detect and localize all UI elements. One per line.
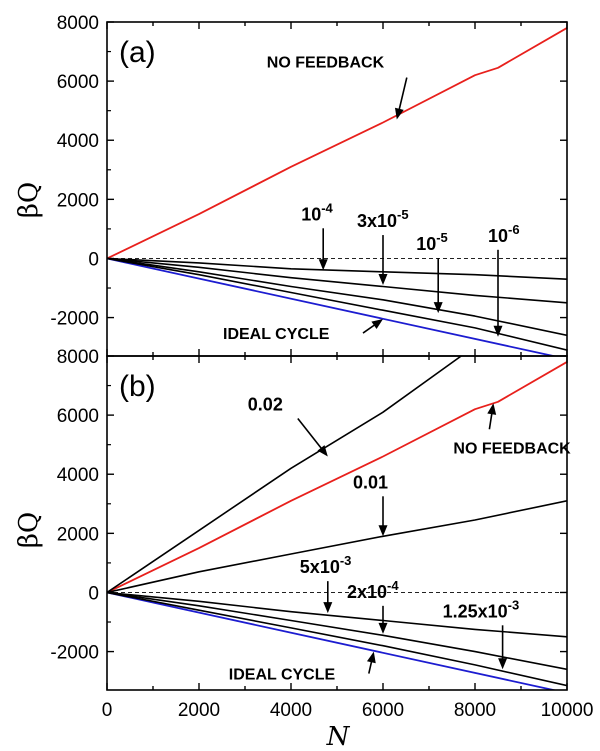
series-line-10-5 <box>107 257 567 337</box>
annotation-arrowhead <box>366 651 376 664</box>
x-tick-label: 0 <box>102 700 113 721</box>
annotation-arrowhead <box>394 107 404 120</box>
annotation-arrowhead <box>498 658 508 670</box>
y-tick-label: 2000 <box>57 524 99 545</box>
panel-b: 8000 6000 4000 2000 0 -2000 0 2000 4000 6000 8000 1… <box>50 347 593 721</box>
y-tick-label: 6000 <box>57 72 99 93</box>
y-tick-label: 8000 <box>57 347 99 368</box>
series-line-1-25x10-3 <box>107 591 567 687</box>
y-tick-label: 2000 <box>57 190 99 211</box>
annotation-label: 0.02 <box>248 394 283 414</box>
y-tick-label: 0 <box>88 583 99 604</box>
panel-a: 8000 6000 4000 2000 0 -2000 (a) NO FEEDBACK IDEA… <box>50 13 568 357</box>
series-line-0-02 <box>107 356 462 594</box>
annotation-label: 10-4 <box>301 200 333 224</box>
annotation-arrow <box>297 417 324 451</box>
annotation-arrowhead <box>433 302 443 314</box>
y-tick-label: 6000 <box>57 406 99 427</box>
x-tick-label: 6000 <box>362 700 404 721</box>
annotation-label: 3x10-5 <box>357 207 409 231</box>
series-line-no-feedback <box>107 27 567 260</box>
annotation-arrow <box>488 411 493 430</box>
annotation-arrowhead <box>318 259 328 271</box>
annotation-arrow <box>397 77 408 112</box>
y-axis-title-a: βQ <box>14 182 44 218</box>
annotation-label: 5x10-3 <box>300 553 352 577</box>
panel-label: (b) <box>119 370 156 403</box>
series-line-5x10-3 <box>107 591 567 638</box>
y-tick-label: 4000 <box>57 131 99 152</box>
y-tick-label: 8000 <box>57 13 99 34</box>
series-line-0-01 <box>107 500 567 594</box>
panel-label: (a) <box>119 36 156 69</box>
series-line-10-6 <box>107 257 567 351</box>
annotation-label: 2x10-4 <box>347 578 399 602</box>
x-tick-label: 10000 <box>541 700 594 721</box>
y-tick-label: 0 <box>88 249 99 270</box>
annotation-arrowhead <box>378 622 388 634</box>
annotation-label: NO FEEDBACK <box>267 55 385 72</box>
annotation-arrowhead <box>378 274 388 286</box>
annotation-arrowhead <box>371 319 383 330</box>
y-axis-title-b: βQ <box>14 512 44 548</box>
annotation-label: 10-5 <box>416 230 448 254</box>
annotation-arrowhead <box>487 403 497 415</box>
series-line-10-4 <box>107 257 567 280</box>
x-tick-label: 8000 <box>454 700 496 721</box>
annotation-label: 10-6 <box>488 222 520 246</box>
annotation-label: IDEAL CYCLE <box>223 326 330 343</box>
x-tick-label: 2000 <box>178 700 220 721</box>
plot-frame <box>106 355 568 691</box>
annotation-label: IDEAL CYCLE <box>229 667 336 684</box>
annotation-label: 1.25x10-3 <box>443 597 520 621</box>
series-line-2x10-4 <box>107 591 567 671</box>
annotation-arrowhead <box>378 525 388 537</box>
x-axis-title: N <box>326 722 351 751</box>
series-line-3x10-5 <box>107 257 567 304</box>
y-tick-label: -2000 <box>50 309 99 330</box>
annotation-arrowhead <box>493 325 503 337</box>
series-line-ideal-cycle <box>107 257 558 356</box>
series-line-ideal-cycle <box>107 591 558 690</box>
annotation-arrowhead <box>323 602 333 614</box>
annotation-label: 0.01 <box>353 472 388 492</box>
series-line-no-feedback <box>107 361 567 594</box>
y-tick-label: -2000 <box>50 643 99 664</box>
annotation-arrowhead <box>317 445 328 457</box>
y-tick-label: 4000 <box>57 465 99 486</box>
annotation-label: NO FEEDBACK <box>453 440 571 457</box>
x-tick-label: 4000 <box>270 700 312 721</box>
